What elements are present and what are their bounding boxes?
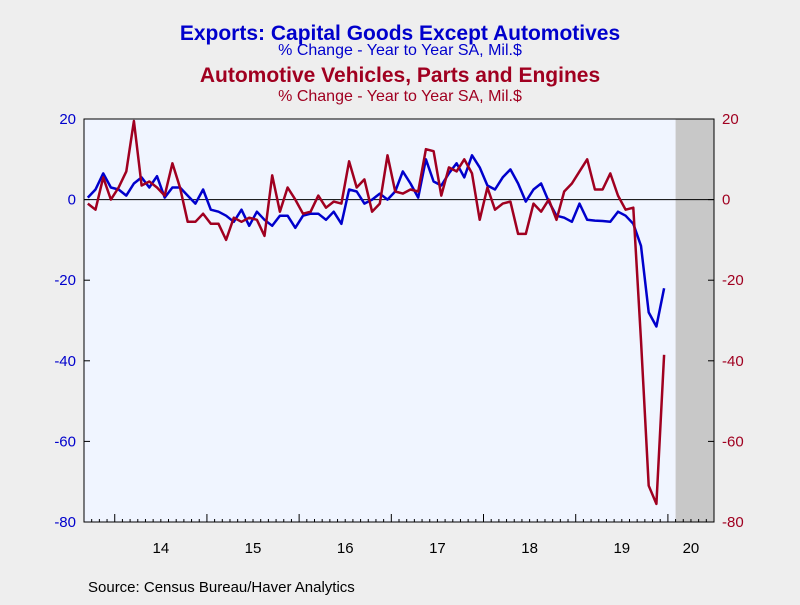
x-tick-label: 14 [152, 540, 169, 557]
x-tick-label: 18 [521, 540, 538, 557]
y-tick-label-left: -60 [54, 433, 76, 450]
x-tick-label: 16 [337, 540, 354, 557]
y-tick-label-left: -20 [54, 272, 76, 289]
y-tick-label-left: 0 [68, 192, 76, 209]
y-tick-label-right: -80 [722, 514, 744, 531]
y-tick-label-right: -40 [722, 353, 744, 370]
y-tick-label-left: -40 [54, 353, 76, 370]
x-tick-label: 17 [429, 540, 446, 557]
chart-subtitle-2: % Change - Year to Year SA, Mil.$ [278, 88, 522, 105]
x-tick-label: 20 [683, 540, 700, 557]
y-tick-label-left: 20 [59, 111, 76, 128]
x-tick-label: 19 [613, 540, 630, 557]
series-line-automotive [87, 119, 666, 506]
chart-subtitle: % Change - Year to Year SA, Mil.$ [278, 42, 522, 59]
series-line-capital-goods [86, 154, 666, 328]
y-tick-label-right: -60 [722, 433, 744, 450]
y-tick-label-right: 20 [722, 111, 739, 128]
y-tick-label-left: -80 [54, 514, 76, 531]
y-tick-label-right: -20 [722, 272, 744, 289]
source-note: Source: Census Bureau/Haver Analytics [88, 579, 355, 596]
plot-area [84, 119, 714, 522]
x-tick-label: 15 [245, 540, 262, 557]
recession-shade [675, 119, 714, 522]
y-tick-label-right: 0 [722, 192, 730, 209]
chart-title: Exports: Capital Goods Except Automotive… [180, 22, 620, 45]
chart-title-2: Automotive Vehicles, Parts and Engines [200, 64, 600, 87]
